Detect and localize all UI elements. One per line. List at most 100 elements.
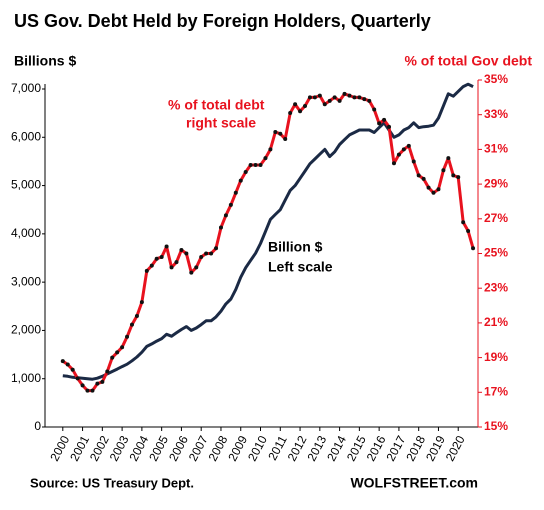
point [466, 228, 471, 233]
point [184, 251, 189, 256]
x-tick-label: 2008 [206, 433, 231, 463]
point [332, 95, 337, 100]
point [125, 334, 130, 339]
point [362, 97, 367, 102]
y-tick-label: 7,000 [11, 81, 41, 95]
x-tick-label: 2001 [67, 433, 92, 463]
point [396, 152, 401, 157]
point [382, 117, 387, 122]
point [85, 388, 90, 393]
point [278, 131, 283, 136]
point [120, 345, 125, 350]
point [327, 98, 332, 103]
point [387, 124, 392, 129]
point [134, 313, 139, 318]
annotation: Billion $ [268, 239, 323, 255]
point [115, 350, 120, 355]
point [248, 163, 253, 168]
point [253, 163, 258, 168]
x-tick-label: 2018 [403, 433, 428, 463]
y2-tick-label: 19% [484, 350, 508, 364]
point [352, 95, 357, 100]
y-tick-label: 6,000 [11, 129, 41, 143]
point [80, 383, 85, 388]
x-tick-label: 2020 [443, 433, 468, 463]
y-axis-label: Billions $ [14, 53, 76, 69]
x-tick-label: 2003 [107, 433, 132, 463]
y-tick-label: 5,000 [11, 178, 41, 192]
point [228, 202, 233, 207]
x-tick-label: 2006 [166, 433, 191, 463]
point [110, 355, 115, 360]
point [258, 163, 263, 168]
y2-tick-label: 29% [484, 176, 508, 190]
point [401, 147, 406, 152]
x-tick-label: 2014 [324, 433, 349, 463]
point [65, 362, 70, 367]
point [451, 173, 456, 178]
credit: WOLFSTREET.com [350, 475, 478, 491]
series-line [62, 82, 474, 381]
source: Source: US Treasury Dept. [30, 475, 194, 490]
point [273, 130, 278, 135]
point [342, 91, 347, 96]
point [164, 244, 169, 249]
point [238, 178, 243, 183]
point [223, 213, 228, 218]
point [199, 254, 204, 259]
point [436, 187, 441, 192]
x-tick-label: 2019 [423, 433, 448, 463]
point [179, 248, 184, 253]
y2-tick-label: 33% [484, 107, 508, 121]
chart-title: US Gov. Debt Held by Foreign Holders, Qu… [14, 11, 431, 31]
point [263, 156, 268, 161]
y2-tick-label: 35% [484, 72, 508, 86]
y2-tick-label: 21% [484, 315, 508, 329]
x-tick-label: 2004 [126, 433, 151, 463]
point [214, 246, 219, 251]
point [169, 265, 174, 270]
y-tick-label: 0 [34, 419, 41, 433]
point [421, 176, 426, 181]
point [357, 95, 362, 100]
x-tick-label: 2010 [245, 433, 270, 463]
y2-tick-label: 27% [484, 211, 508, 225]
point [154, 256, 159, 261]
x-tick-label: 2002 [87, 433, 112, 463]
y2-tick-label: 25% [484, 246, 508, 260]
x-tick-label: 2005 [146, 433, 171, 463]
x-tick-label: 2016 [364, 433, 389, 463]
point [194, 265, 199, 270]
point [105, 369, 110, 374]
point [426, 185, 431, 190]
y2-tick-label: 23% [484, 280, 508, 294]
y2-tick-label: 15% [484, 419, 508, 433]
point [302, 104, 307, 109]
x-tick-label: 2009 [225, 433, 250, 463]
point [288, 110, 293, 115]
point [100, 379, 105, 384]
annotation: right scale [186, 115, 256, 131]
point [298, 109, 303, 114]
point [268, 147, 273, 152]
point [218, 225, 223, 230]
point [446, 156, 451, 161]
y-tick-label: 2,000 [11, 323, 41, 337]
annotation: % of total debt [168, 97, 265, 113]
point [416, 173, 421, 178]
x-tick-label: 2000 [47, 433, 72, 463]
point [461, 220, 466, 225]
point [337, 98, 342, 103]
point [406, 143, 411, 148]
point [75, 376, 80, 381]
y2-tick-label: 17% [484, 384, 508, 398]
point [317, 93, 322, 98]
point [144, 268, 149, 273]
point [233, 190, 238, 195]
point [204, 251, 209, 256]
point [431, 190, 436, 195]
point [377, 121, 382, 126]
point [322, 102, 327, 107]
point [60, 359, 65, 364]
